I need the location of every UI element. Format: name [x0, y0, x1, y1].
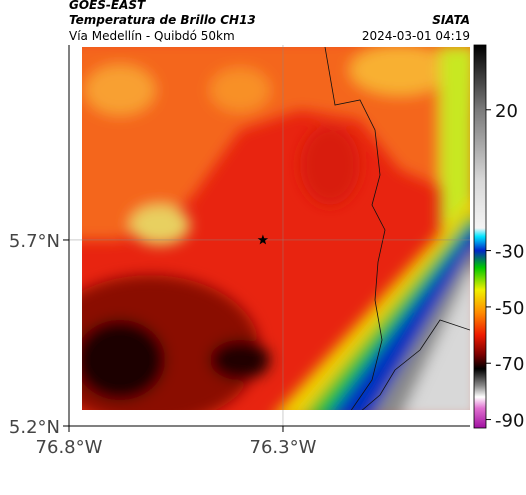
lat-tick-label: 5.2°N	[9, 417, 60, 438]
colorbar-tick-label: -30	[495, 242, 524, 263]
title: GOES-EAST	[69, 0, 146, 12]
lat-tick-label: 5.7°N	[9, 231, 60, 252]
timestamp: 2024-03-01 04:19	[362, 29, 470, 43]
location-marker	[257, 234, 269, 245]
lon-tick-label: 76.3°W	[250, 437, 317, 458]
subtitle: Temperatura de Brillo CH13	[69, 13, 256, 27]
colorbar-tick-label: -90	[495, 411, 524, 432]
colorbar-tick-label: -50	[495, 298, 524, 319]
source: SIATA	[432, 13, 470, 27]
colorbar-tick-label: -70	[495, 354, 524, 375]
temperature-field	[82, 47, 470, 410]
route: Vía Medellín - Quibdó 50km	[69, 29, 235, 43]
colorbar-tick-label: 20	[495, 101, 518, 122]
colorbar	[473, 44, 487, 429]
lon-tick-label: 76.8°W	[36, 437, 103, 458]
